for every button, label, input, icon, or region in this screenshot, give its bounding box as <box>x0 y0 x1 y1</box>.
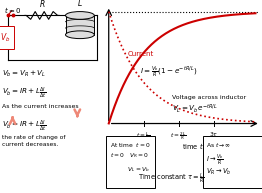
Text: $I = \frac{V_b}{R}\left(1-e^{-tR/L}\right)$: $I = \frac{V_b}{R}\left(1-e^{-tR/L}\righ… <box>140 64 198 80</box>
Text: $t=\frac{2L}{R}$: $t=\frac{2L}{R}$ <box>170 130 187 142</box>
Bar <box>66 15 94 35</box>
Text: $V_R \rightarrow V_b$: $V_R \rightarrow V_b$ <box>206 167 232 177</box>
Text: Current: Current <box>128 51 154 57</box>
Text: $t=0$   $V_R = 0$: $t=0$ $V_R = 0$ <box>110 152 149 160</box>
Text: Voltage across inductor: Voltage across inductor <box>172 95 246 100</box>
Text: $L$: $L$ <box>77 0 83 8</box>
Text: $3\tau$: $3\tau$ <box>209 130 218 138</box>
Text: $V_b = V_R + V_L$: $V_b = V_R + V_L$ <box>2 69 46 79</box>
Text: the rate of change of
current decreases.: the rate of change of current decreases. <box>2 135 66 147</box>
Text: time $t \rightarrow$: time $t \rightarrow$ <box>182 141 210 151</box>
Text: $V_b = IR + L\frac{\Delta I}{\Delta t}$: $V_b = IR + L\frac{\Delta I}{\Delta t}$ <box>2 85 47 100</box>
Text: $t = 0$: $t = 0$ <box>4 5 21 15</box>
Text: Time constant $\tau = \frac{L}{R}$: Time constant $\tau = \frac{L}{R}$ <box>138 172 205 186</box>
FancyBboxPatch shape <box>0 26 14 49</box>
Text: $V_b = IR + L\frac{\Delta I}{\Delta t}$: $V_b = IR + L\frac{\Delta I}{\Delta t}$ <box>2 118 47 133</box>
Ellipse shape <box>66 12 94 19</box>
Text: $V_b$: $V_b$ <box>0 31 10 44</box>
Text: $V_L = V_b e^{-tR/L}$: $V_L = V_b e^{-tR/L}$ <box>172 103 218 115</box>
Text: $t=\frac{L}{R}$: $t=\frac{L}{R}$ <box>137 130 151 142</box>
Text: $R$: $R$ <box>39 0 45 9</box>
Text: $I \rightarrow \frac{V_b}{R}$: $I \rightarrow \frac{V_b}{R}$ <box>206 152 224 167</box>
Text: As $t \rightarrow \infty$: As $t \rightarrow \infty$ <box>206 141 232 148</box>
Text: As the current increases: As the current increases <box>2 104 79 109</box>
Text: At time  $t = 0$: At time $t = 0$ <box>110 141 150 148</box>
FancyBboxPatch shape <box>106 136 155 188</box>
Text: $\quad\quad\quad V_L = V_b$: $\quad\quad\quad V_L = V_b$ <box>110 165 150 174</box>
Ellipse shape <box>66 31 94 39</box>
FancyBboxPatch shape <box>203 136 262 188</box>
